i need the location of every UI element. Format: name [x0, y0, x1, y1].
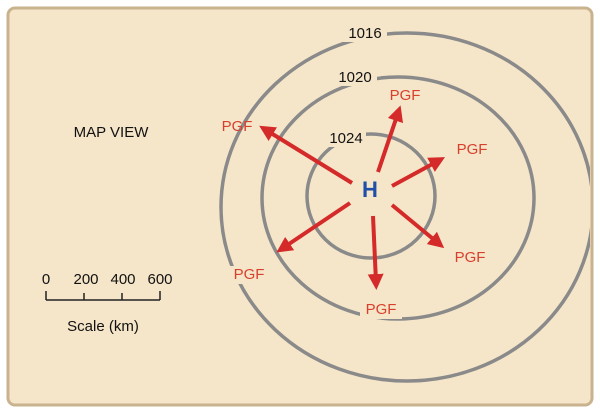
arrows: [259, 105, 446, 290]
isobar-label: 1024: [329, 130, 362, 147]
scale-tick-label: 200: [73, 271, 98, 288]
pgf-label: PGF: [390, 87, 421, 104]
isobar-label: 1020: [338, 69, 371, 86]
isobar: [305, 132, 437, 260]
scale-caption: Scale (km): [67, 318, 139, 335]
pgf-label: PGF: [366, 301, 397, 318]
scale-tick-label: 0: [42, 271, 50, 288]
label-bg: [343, 24, 387, 42]
pgf-label: PGF: [457, 141, 488, 158]
label-bg: [326, 129, 366, 147]
arrow: [367, 215, 384, 290]
map-title: MAP VIEW: [74, 124, 150, 141]
label-bg: [360, 301, 402, 319]
label-bg: [333, 68, 377, 86]
scale-tick-label: 600: [147, 271, 172, 288]
high-pressure: H: [362, 177, 378, 202]
isobar-label: 1016: [348, 25, 381, 42]
arrow: [390, 203, 445, 249]
arrow: [259, 125, 354, 185]
scale-tick-label: 400: [110, 271, 135, 288]
scale-bar: [45, 291, 161, 301]
isobar: [219, 31, 590, 383]
panel: [6, 6, 594, 407]
pgf-label: PGF: [234, 266, 265, 283]
arrow: [391, 157, 446, 188]
arrow: [276, 201, 352, 253]
arrow: [376, 105, 404, 173]
pgf-label: PGF: [222, 118, 253, 135]
label-bg: [228, 266, 270, 284]
pgf-label: PGF: [455, 249, 486, 266]
